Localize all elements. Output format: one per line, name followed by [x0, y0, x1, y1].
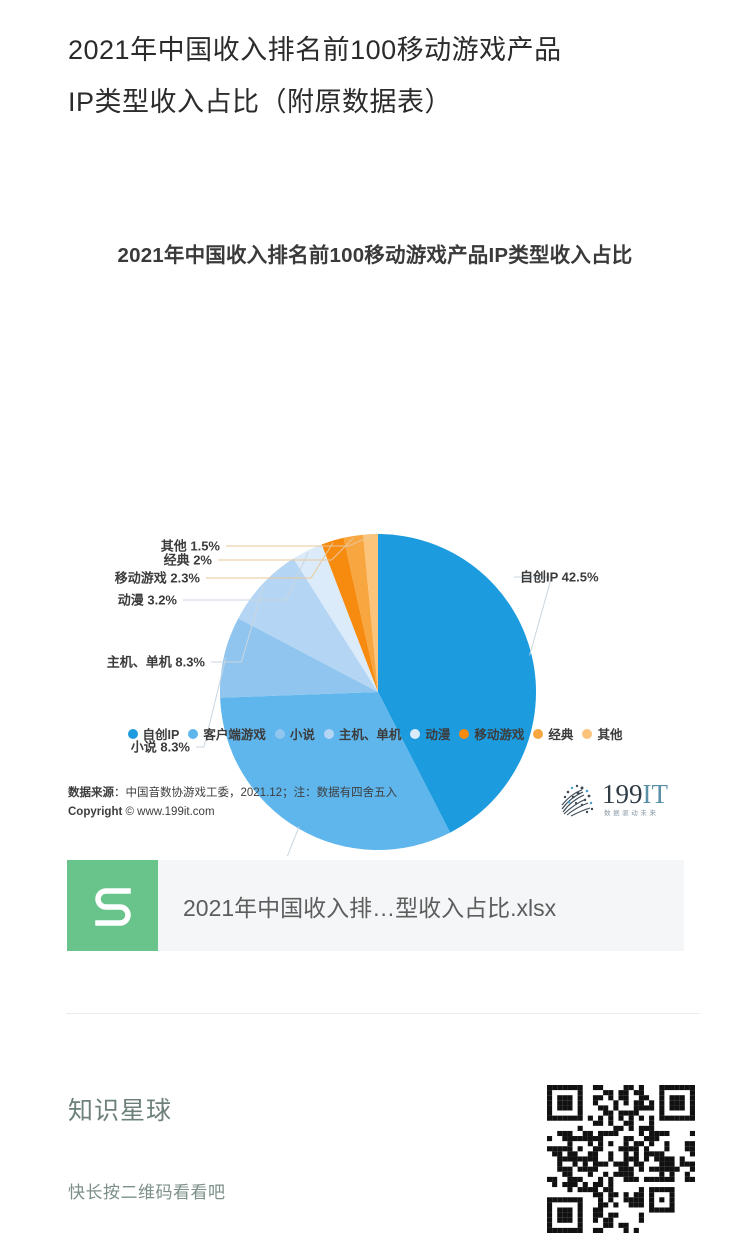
pie-slice-label: 移动游戏 2.3%: [115, 571, 201, 586]
pie-leader-line: [196, 657, 227, 748]
legend-swatch: [188, 728, 199, 739]
pie-slice-group: [219, 534, 537, 851]
pie-slice[interactable]: [293, 544, 378, 692]
legend-label: 其他: [597, 728, 623, 742]
legend-label: 主机、单机: [338, 728, 402, 742]
logo-text: 199IT 数据驱动未来: [602, 778, 668, 818]
legend-item[interactable]: 小说: [274, 724, 315, 743]
chart-card: 2021年中国收入排名前100移动游戏产品IP类型收入占比 自创IP 42.5%…: [0, 196, 750, 856]
pie-slice-label: 小说 8.3%: [131, 740, 191, 755]
pie-leader-line: [286, 826, 300, 856]
logo-tagline: 数据驱动未来: [604, 809, 659, 817]
pie-slice[interactable]: [343, 534, 378, 692]
site-logo: 199IT 数据驱动未来: [556, 776, 691, 822]
pie-slice-label: 动漫 3.2%: [118, 593, 178, 608]
section-divider: [66, 1013, 700, 1014]
page-title: 2021年中国收入排名前100移动游戏产品 IP类型收入占比（附原数据表）: [68, 24, 688, 128]
page-title-line-1: 2021年中国收入排名前100移动游戏产品: [68, 35, 562, 65]
legend-item[interactable]: 动漫: [410, 724, 450, 743]
pie-leader-line-group: [183, 535, 553, 856]
pie-slice[interactable]: [238, 558, 378, 692]
pie-slice[interactable]: [321, 537, 378, 692]
attachment-filename: 2021年中国收入排…型收入占比.xlsx: [183, 894, 557, 921]
knowledge-planet-subtitle: 快长按二维码看看吧: [68, 1183, 226, 1202]
source-line: 数据来源：中国音数协游戏工委，2021.12；注：数据有四舍五入: [68, 784, 397, 803]
pie-slice-label: 主机、单机 8.3%: [107, 655, 206, 670]
legend-label: 客户端游戏: [203, 728, 266, 742]
chart-legend: 自创IP 客户端游戏 小说 主机、单机 动漫 移动游戏 经典 其他: [0, 724, 750, 743]
chart-title: 2021年中国收入排名前100移动游戏产品IP类型收入占比: [117, 244, 633, 267]
legend-label: 经典: [548, 728, 574, 742]
wps-spreadsheet-icon: [67, 860, 158, 951]
pie-leader-line: [206, 542, 334, 579]
pie-slice-label: 自创IP 42.5%: [520, 570, 599, 585]
pie-leader-line: [211, 586, 264, 663]
legend-swatch: [533, 728, 544, 739]
logo-wordmark: 199IT: [602, 778, 668, 809]
page-title-line-2: IP类型收入占比（附原数据表）: [68, 87, 453, 117]
legend-swatch: [323, 728, 334, 739]
copyright-label: Copyright: [68, 806, 123, 818]
legend-label: 小说: [289, 728, 315, 742]
legend-swatch: [127, 728, 138, 739]
pie-leader-line: [218, 537, 354, 561]
attachment-card[interactable]: 2021年中国收入排…型收入占比.xlsx: [67, 860, 684, 951]
source-block: 数据来源：中国音数协游戏工委，2021.12；注：数据有四舍五入 Copyrig…: [68, 784, 397, 822]
copyright-line: Copyright © www.199it.com: [68, 803, 397, 822]
legend-swatch: [410, 728, 421, 739]
legend-item[interactable]: 移动游戏: [459, 724, 524, 743]
copyright-text: © www.199it.com: [125, 806, 215, 818]
pie-slice[interactable]: [219, 618, 378, 698]
knowledge-planet-title: 知识星球: [68, 1097, 173, 1125]
pie-chart-svg: 自创IP 42.5%客户端游戏 32%小说 8.3%主机、单机 8.3%动漫 3…: [107, 534, 599, 856]
pie-slice-label: 经典 2%: [164, 553, 213, 568]
legend-item[interactable]: 其他: [582, 724, 622, 743]
pie-leader-line: [183, 552, 309, 601]
legend-item[interactable]: 自创IP: [127, 724, 180, 743]
s-letter-icon: [94, 887, 131, 926]
legend-swatch: [459, 728, 470, 739]
source-text: ：中国音数协游戏工委，2021.12；注：数据有四舍五入: [114, 787, 398, 799]
legend-item[interactable]: 主机、单机: [323, 724, 402, 743]
pie-label-group: 自创IP 42.5%客户端游戏 32%小说 8.3%主机、单机 8.3%动漫 3…: [107, 539, 599, 755]
pie-slice-label: 其他 1.5%: [161, 539, 221, 554]
legend-label: 移动游戏: [474, 728, 525, 742]
legend-label: 自创IP: [142, 728, 180, 742]
legend-item[interactable]: 客户端游戏: [188, 724, 266, 743]
logo-particle-icon: [561, 784, 594, 817]
legend-item[interactable]: 经典: [533, 724, 573, 743]
source-label: 数据来源: [68, 787, 114, 799]
pie-slice[interactable]: [378, 534, 537, 833]
pie-leader-line: [514, 576, 553, 656]
pie-slice[interactable]: [363, 534, 378, 692]
qr-code[interactable]: [547, 1085, 695, 1233]
legend-label: 动漫: [425, 728, 451, 742]
pie-chart: 自创IP 42.5%客户端游戏 32%小说 8.3%主机、单机 8.3%动漫 3…: [0, 196, 750, 856]
pie-leader-line: [226, 535, 371, 547]
legend-swatch: [274, 728, 285, 739]
legend-swatch: [582, 728, 593, 739]
